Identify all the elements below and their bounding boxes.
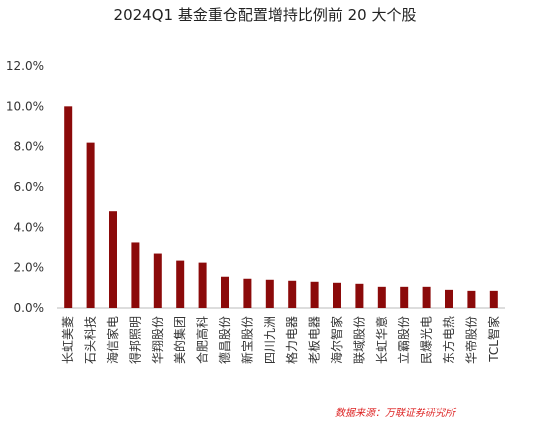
x-category-label: 合肥高科 xyxy=(195,316,210,364)
x-category-label: 石头科技 xyxy=(84,316,98,364)
bar xyxy=(333,282,341,308)
bar xyxy=(400,286,409,308)
bar xyxy=(377,286,386,308)
bar xyxy=(131,242,140,308)
x-category-label: 格力电器 xyxy=(284,316,299,364)
y-tick-label: 8.0% xyxy=(14,140,45,154)
bars-group xyxy=(64,106,498,308)
x-category-label: 东方电热 xyxy=(441,316,456,364)
bar xyxy=(64,106,73,308)
x-category-label: TCL智家 xyxy=(486,316,501,363)
y-axis: 0.0% 2.0% 4.0% 6.0% 8.0% 10.0% 12.0% xyxy=(6,59,44,315)
bar xyxy=(288,280,297,308)
x-category-label: 海尔智家 xyxy=(329,316,344,364)
category-labels: 长虹美菱 石头科技 海信家电 得邦照明 华翔股份 美的集团 合肥高科 德昌股份 新宝股份 四川九洲… xyxy=(61,316,501,364)
bar xyxy=(310,281,319,308)
y-tick-label: 6.0% xyxy=(14,180,45,194)
x-category-label: 长虹美菱 xyxy=(61,316,75,364)
x-category-label: 德昌股份 xyxy=(217,316,232,364)
chart-title: 2024Q1 基金重仓配置增持比例前 20 大个股 xyxy=(114,6,417,24)
x-category-label: 海信家电 xyxy=(105,316,120,364)
x-category-label: 华翔股份 xyxy=(151,316,165,364)
bar xyxy=(243,278,252,308)
bar xyxy=(467,290,476,308)
x-category-label: 民爆光电 xyxy=(420,316,434,364)
bar xyxy=(445,289,453,308)
y-tick-label: 2.0% xyxy=(14,261,45,275)
watermark: 搜狐号@叶一夫 xyxy=(420,399,504,414)
bar xyxy=(153,253,162,308)
bar xyxy=(109,211,117,308)
x-category-label: 立霸股份 xyxy=(396,316,411,364)
x-category-label: 新宝股份 xyxy=(239,316,254,364)
bar xyxy=(176,260,185,308)
bar xyxy=(355,283,364,308)
x-category-label: 得邦照明 xyxy=(127,316,142,364)
y-tick-label: 12.0% xyxy=(6,59,44,73)
x-category-label: 美的集团 xyxy=(172,316,187,364)
y-tick-label: 0.0% xyxy=(14,301,45,315)
x-category-label: 华帝股份 xyxy=(463,316,478,364)
bar xyxy=(265,279,274,308)
bar xyxy=(221,276,229,308)
bar xyxy=(198,262,207,308)
bar xyxy=(489,290,498,308)
source-note: 数据来源：万联证券研究所 xyxy=(335,407,457,419)
x-category-label: 老板电器 xyxy=(308,316,322,364)
y-tick-label: 10.0% xyxy=(6,99,44,113)
x-category-label: 联域股份 xyxy=(352,316,366,364)
bar xyxy=(86,142,95,308)
x-category-label: 四川九洲 xyxy=(263,316,277,364)
bar xyxy=(422,286,431,308)
y-tick-label: 4.0% xyxy=(14,220,45,234)
x-category-label: 长虹华意 xyxy=(374,316,389,364)
